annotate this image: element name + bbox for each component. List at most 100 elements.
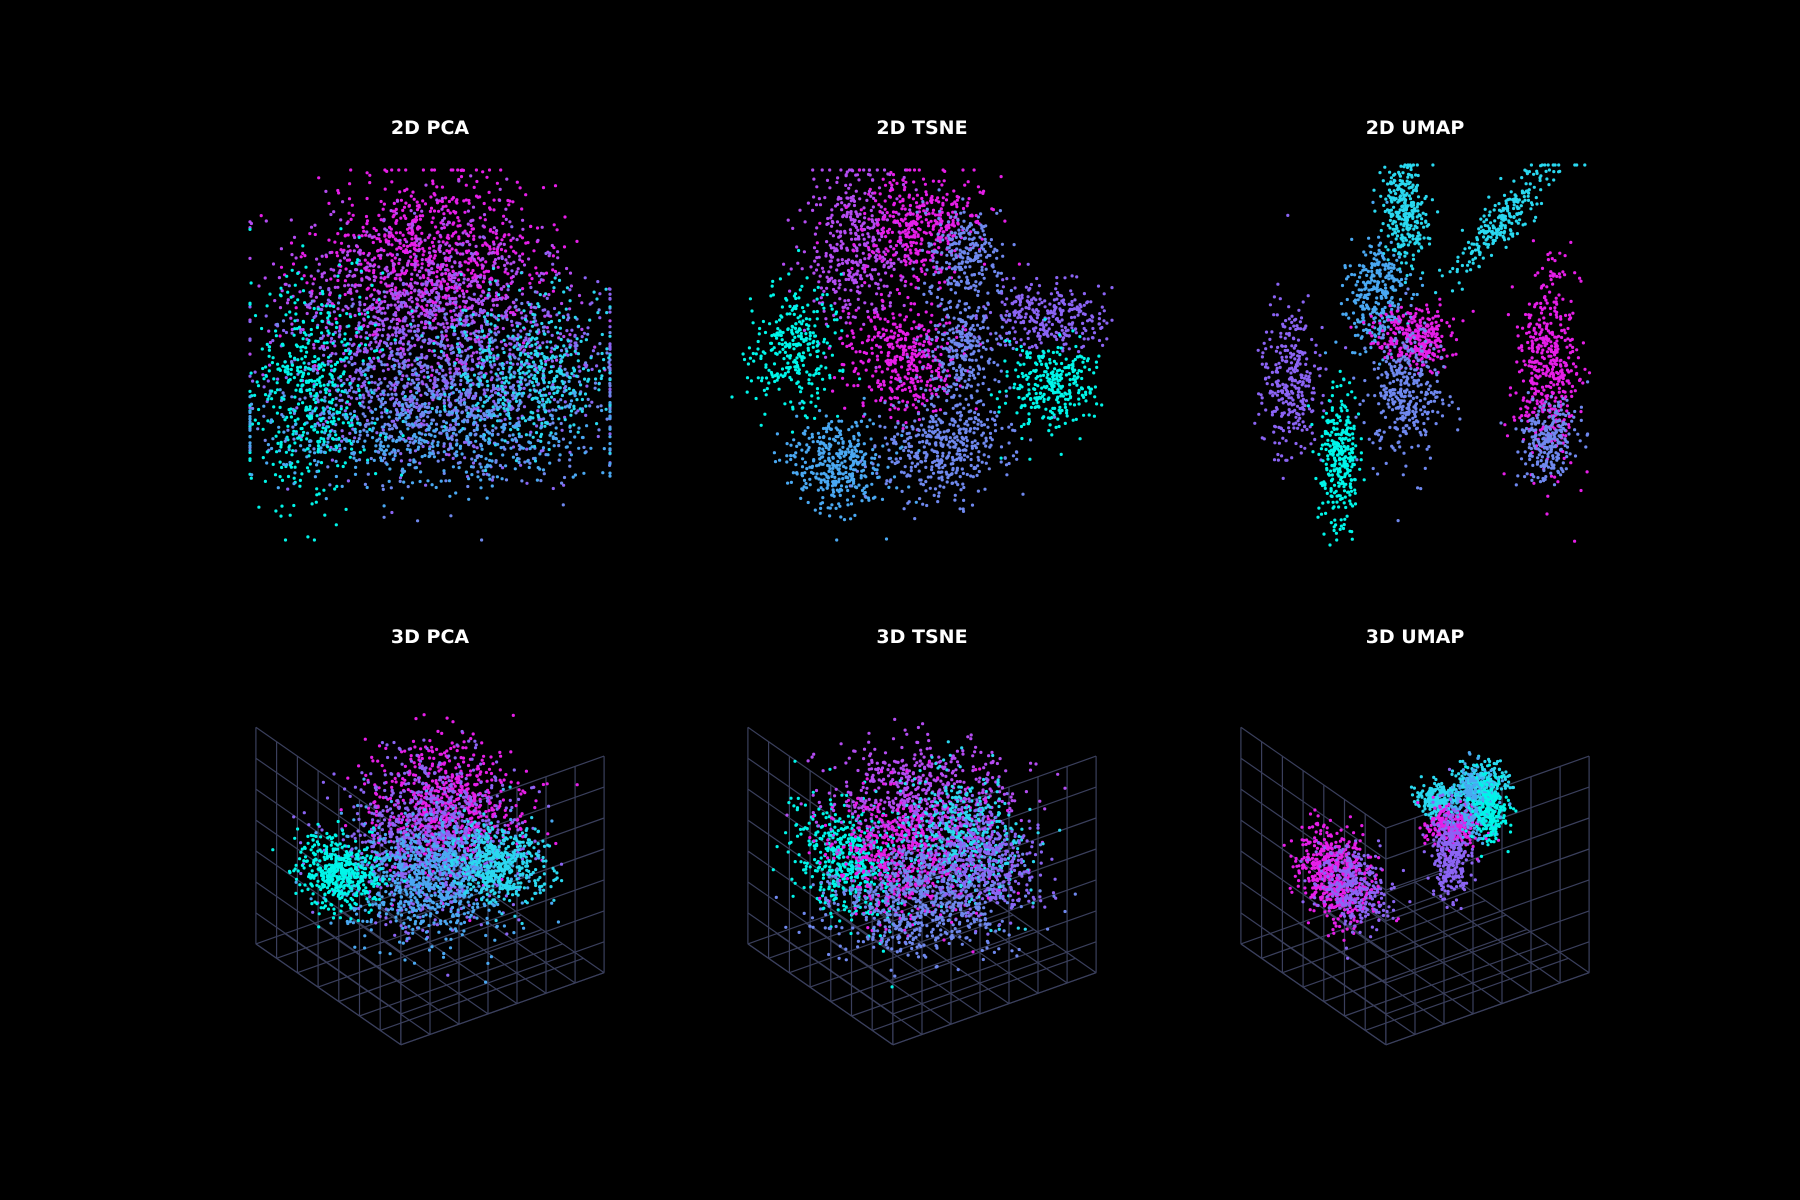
data-point: [466, 240, 470, 244]
data-point: [442, 212, 446, 216]
data-point: [423, 202, 428, 206]
data-point: [485, 335, 489, 339]
data-point: [381, 391, 385, 395]
data-point: [450, 381, 454, 385]
data-point: [487, 437, 491, 441]
data-point: [409, 291, 413, 295]
data-point: [506, 440, 510, 445]
data-point: [373, 337, 377, 341]
data-point: [473, 458, 477, 462]
data-point: [478, 235, 482, 239]
data-point: [360, 373, 364, 377]
data-point: [425, 405, 429, 410]
data-point: [423, 409, 427, 414]
data-point: [877, 286, 881, 290]
data-point: [420, 320, 424, 324]
data-point: [348, 431, 352, 435]
data-point: [512, 260, 516, 264]
data-point: [379, 456, 383, 460]
data-point: [545, 345, 549, 349]
data-point: [370, 410, 374, 414]
data-point: [858, 243, 862, 247]
data-point: [562, 344, 566, 348]
data-point: [487, 168, 492, 172]
data-point: [291, 449, 295, 453]
data-point: [334, 523, 338, 527]
data-point: [482, 213, 487, 217]
data-point: [293, 319, 297, 323]
data-point: [434, 296, 438, 300]
data-point: [415, 273, 419, 277]
data-point: [507, 255, 511, 259]
data-point: [852, 281, 856, 285]
data-point: [524, 336, 528, 340]
data-point: [507, 203, 511, 207]
data-point: [444, 428, 448, 432]
data-point: [830, 208, 834, 212]
data-point: [364, 331, 368, 335]
data-point: [596, 352, 600, 356]
data-point: [409, 282, 413, 286]
data-point: [305, 455, 309, 459]
data-point: [608, 401, 612, 405]
data-point: [289, 241, 294, 245]
data-point: [815, 249, 819, 254]
data-point: [543, 424, 547, 428]
data-point: [812, 271, 816, 275]
data-point: [379, 440, 383, 444]
data-point: [346, 421, 351, 425]
data-point: [888, 301, 893, 305]
data-point: [836, 258, 840, 262]
data-point: [328, 251, 332, 255]
data-point: [516, 347, 520, 351]
data-point: [456, 422, 461, 426]
data-point: [286, 474, 291, 479]
data-point: [812, 299, 816, 303]
data-point: [568, 441, 572, 445]
data-point: [279, 286, 283, 290]
data-point: [410, 422, 414, 426]
data-point: [851, 315, 855, 319]
data-point: [475, 280, 479, 284]
data-point: [582, 471, 586, 475]
data-point: [404, 168, 408, 172]
data-point: [327, 238, 331, 242]
data-point: [451, 269, 455, 273]
data-point: [345, 406, 349, 410]
data-point: [866, 309, 870, 314]
data-point: [396, 300, 400, 304]
data-point: [897, 257, 901, 261]
data-point: [828, 243, 832, 247]
data-point: [340, 439, 344, 443]
data-point: [319, 384, 323, 388]
data-point: [478, 216, 482, 220]
data-point: [466, 354, 470, 358]
data-point: [330, 374, 334, 378]
data-point: [448, 402, 453, 406]
data-point: [289, 372, 293, 376]
data-point: [401, 471, 405, 475]
data-point: [467, 296, 471, 300]
data-point: [395, 438, 399, 442]
data-point: [601, 471, 605, 475]
data-point: [472, 237, 476, 241]
data-point: [358, 433, 362, 437]
data-point: [376, 333, 380, 337]
data-point: [535, 330, 539, 334]
data-point: [845, 246, 849, 250]
data-point: [401, 233, 405, 237]
data-point: [834, 204, 838, 208]
data-point: [462, 388, 466, 392]
data-point: [444, 329, 448, 333]
data-point: [400, 271, 404, 275]
data-point: [802, 250, 807, 254]
data-point: [600, 408, 604, 413]
data-point: [586, 368, 591, 372]
data-point: [556, 400, 560, 404]
data-point: [825, 222, 829, 226]
data-point: [466, 375, 470, 379]
data-point: [365, 230, 369, 234]
data-point: [396, 296, 400, 300]
data-point: [570, 328, 574, 332]
data-point: [380, 354, 384, 358]
